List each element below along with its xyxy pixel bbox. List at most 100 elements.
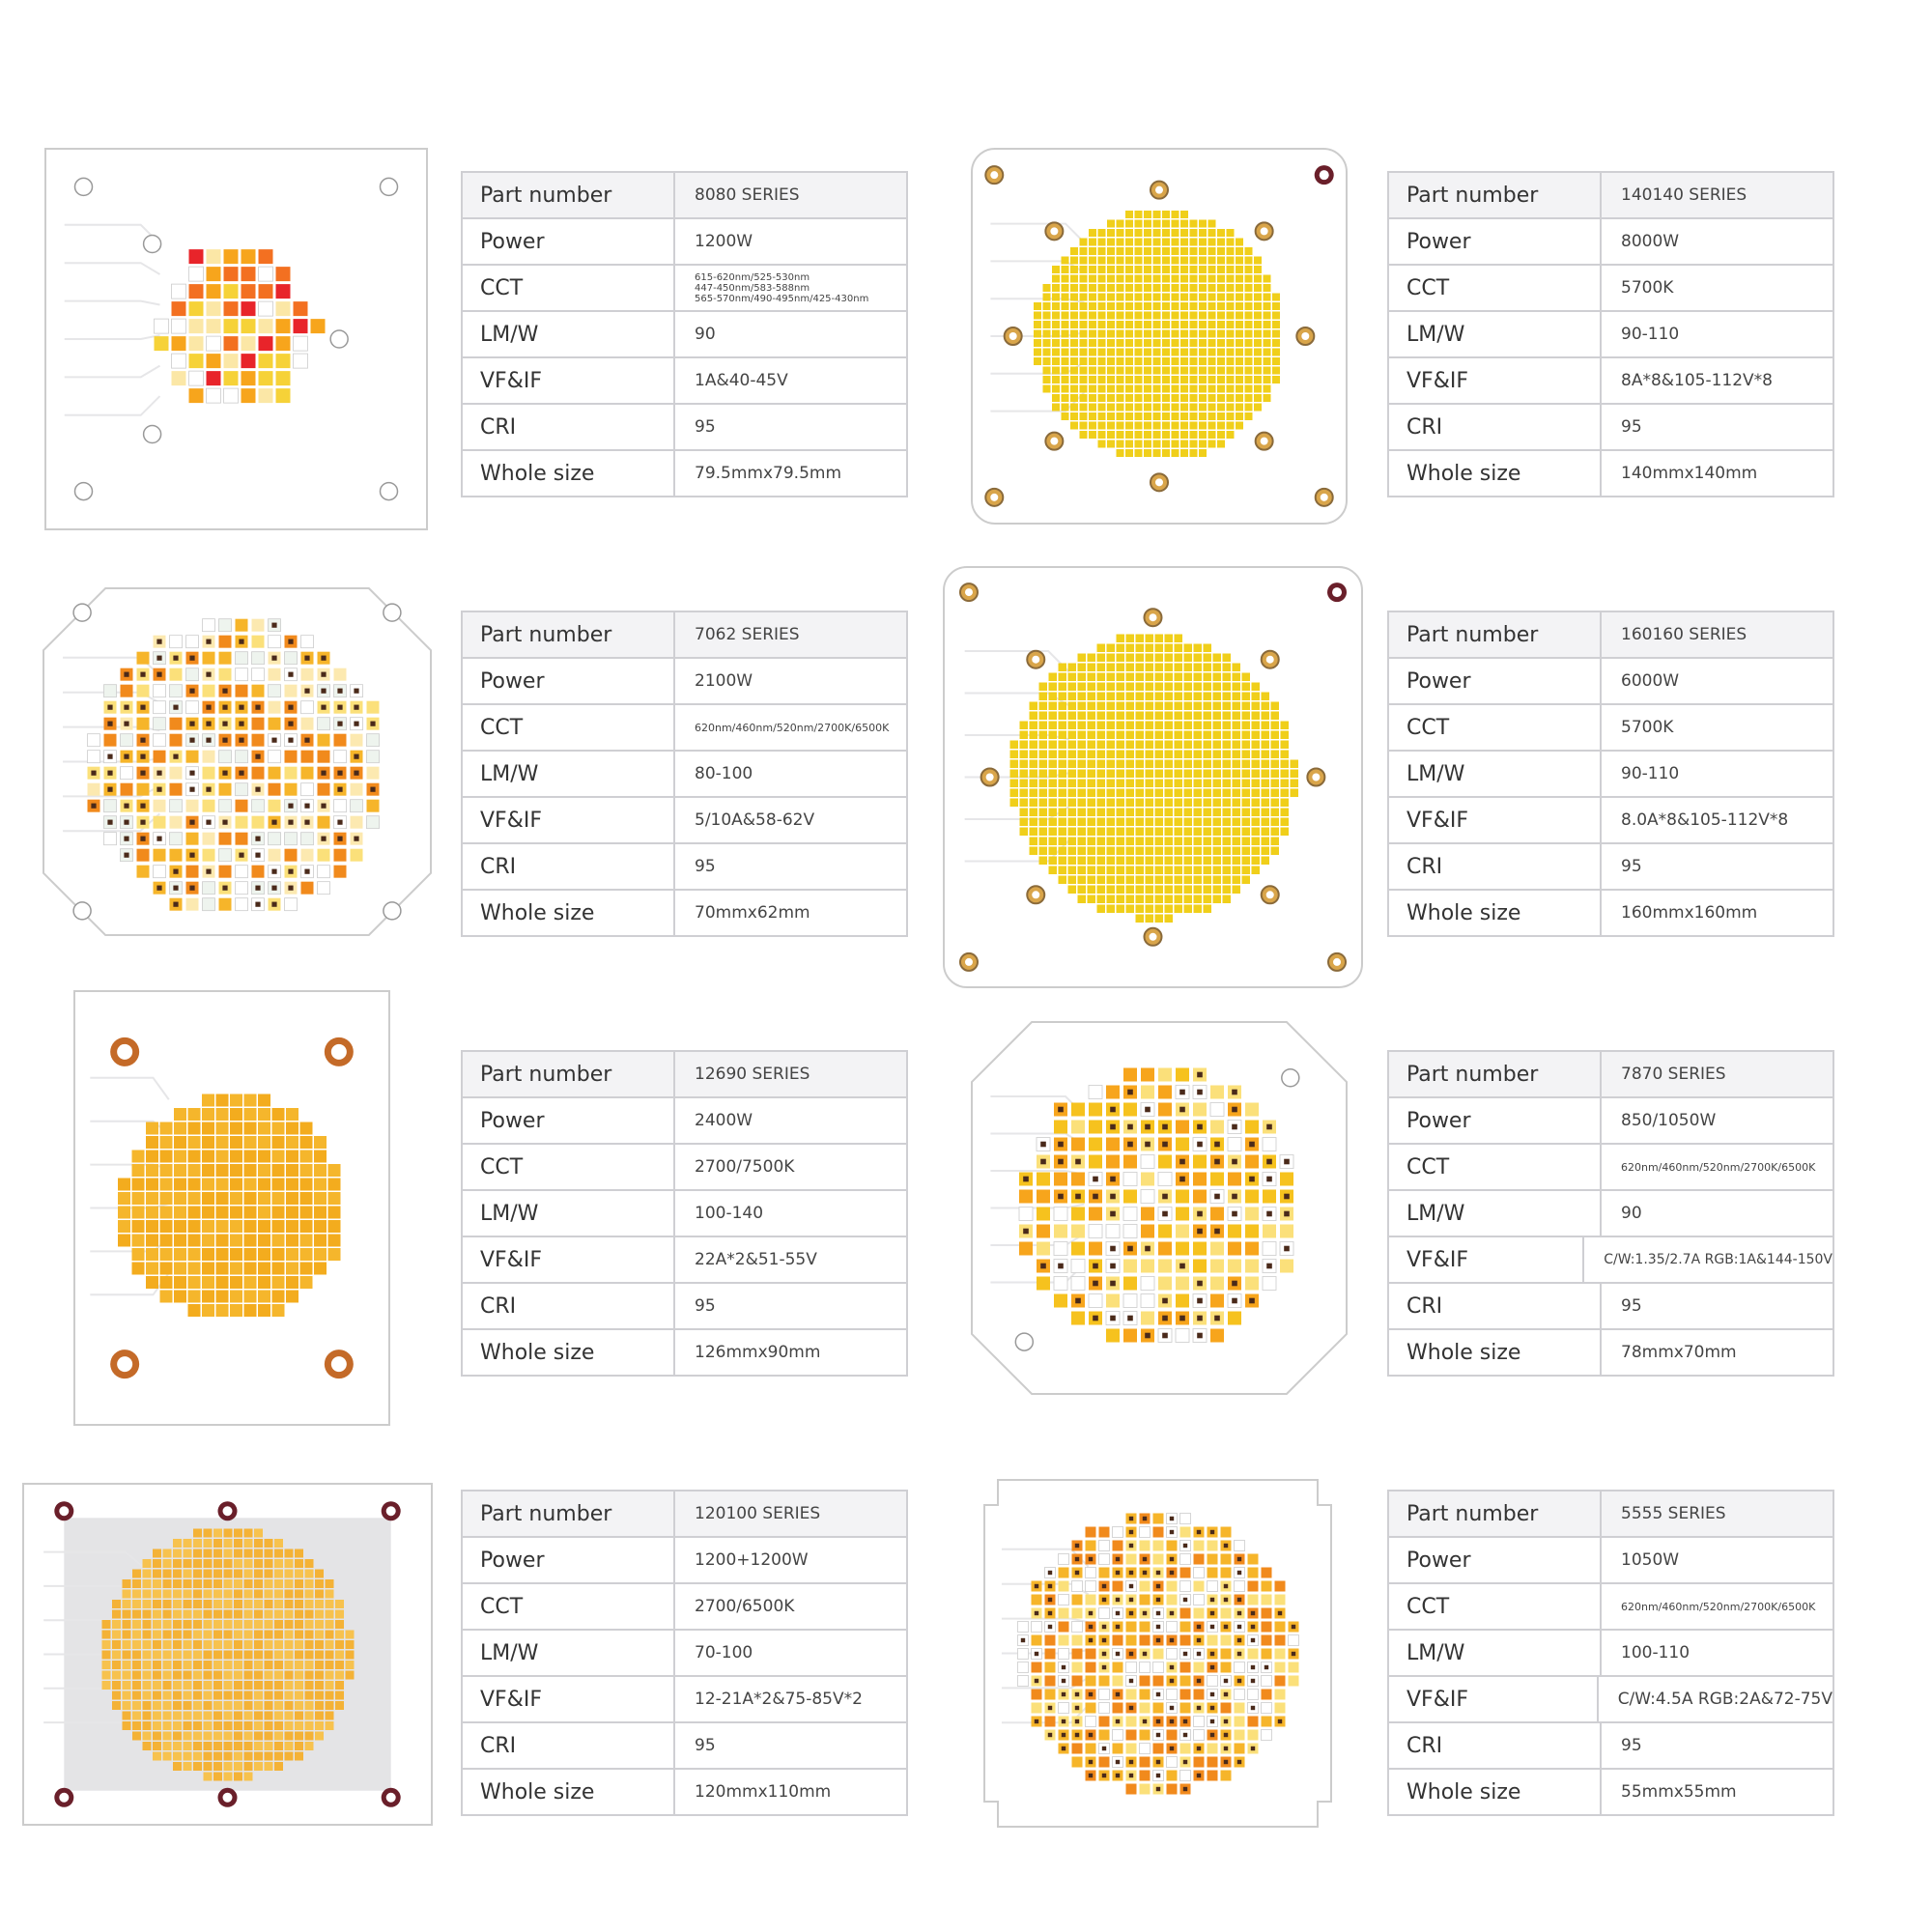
board-shape [243,1108,257,1121]
board-detail [379,481,399,501]
board-shape [1058,721,1066,729]
board-shape [1061,329,1069,338]
board-shape [254,1762,263,1771]
board-shape [124,671,129,677]
board-shape [1042,366,1051,375]
board-shape [223,387,239,404]
board-shape [1097,229,1106,237]
board-shape [1199,394,1207,402]
board-shape [223,1670,233,1680]
board-shape [1174,885,1182,894]
board-shape [243,1248,257,1261]
board-shape [1232,711,1240,720]
board-shape [1162,421,1170,430]
board-shape [1079,321,1088,328]
board-shape [1182,1543,1188,1548]
board-shape [1244,394,1253,402]
board-shape [1087,740,1095,749]
board-shape [1134,440,1143,448]
board-shape [1093,1280,1098,1287]
board-shape [230,1262,242,1275]
board-shape [1171,412,1179,420]
board-shape [1019,1189,1033,1204]
board-shape [1106,663,1115,671]
board-shape [264,1742,273,1750]
board-shape [255,836,261,841]
board-shape [132,1609,141,1619]
board-shape [1042,376,1051,384]
board-shape [1193,798,1202,807]
board-shape [223,301,239,317]
board-shape [159,1290,173,1303]
board-shape [1220,1634,1232,1646]
spec-row: Power 850/1050W [1387,1098,1834,1145]
board-shape [1134,339,1143,347]
board-shape [206,819,212,825]
board-shape [1261,759,1269,768]
board-shape [274,1589,283,1599]
board-shape [1174,701,1182,710]
board-shape [185,799,199,812]
board-shape [1067,788,1076,797]
board-shape [1244,321,1253,328]
board-shape [254,1721,263,1730]
board-shape [1197,1089,1203,1095]
board-shape [1058,798,1066,807]
board-shape [1061,1746,1066,1751]
board-shape [1042,339,1051,347]
board-shape [1251,808,1260,816]
board-shape [1220,1567,1232,1578]
board-shape [258,300,273,317]
board-shape [1162,321,1170,328]
board-shape [1098,1553,1110,1565]
board-shape [1212,837,1221,845]
board-shape [264,1589,273,1599]
board-shape [202,1164,214,1177]
board-shape [243,1304,257,1317]
board-shape [1189,256,1198,265]
board-shape [153,1559,161,1568]
board-shape [1180,376,1188,384]
board-shape [315,1650,324,1660]
board-shape [1179,1315,1185,1321]
board-shape [1125,837,1134,845]
board-shape [1061,266,1069,273]
board-shape [1097,339,1106,347]
spec-label: Part number [1389,1492,1602,1536]
board-shape [1203,779,1211,787]
spec-value: 120mmx110mm [695,1782,832,1802]
board-shape [1061,1732,1066,1738]
board-shape [1261,769,1269,778]
board-shape [1077,856,1086,865]
board-shape [1145,895,1153,903]
board-shape [1087,711,1095,720]
board-shape [1107,229,1115,237]
board-shape [1241,750,1250,758]
board-shape [101,1620,111,1629]
board-shape [1207,1540,1218,1551]
board-shape [271,1248,285,1261]
board-shape [1166,1729,1178,1741]
board-shape [206,354,221,369]
board-shape [1079,366,1088,375]
board-shape [1154,769,1163,778]
board-shape [1251,856,1260,865]
board-detail [964,588,973,597]
board-shape [286,1234,298,1247]
board-shape [325,1701,334,1710]
board-shape [1154,730,1163,739]
board-shape [1270,827,1279,836]
spec-row: LM/W 80-100 [461,752,908,798]
spec-label: Part number [1389,173,1602,217]
spec-value: 5555 SERIES [1621,1504,1726,1523]
board-shape [1208,321,1216,328]
board-shape [131,1220,145,1233]
board-shape [1017,1621,1029,1633]
board-shape [239,737,244,743]
board-detail [222,1506,233,1517]
board-shape [1288,1675,1299,1687]
spec-table: Part number 120100 SERIES Power 1200+1200W C… [461,1490,908,1816]
board-shape [1152,1675,1164,1687]
board-shape [1250,1746,1256,1751]
board-shape [230,1206,242,1219]
